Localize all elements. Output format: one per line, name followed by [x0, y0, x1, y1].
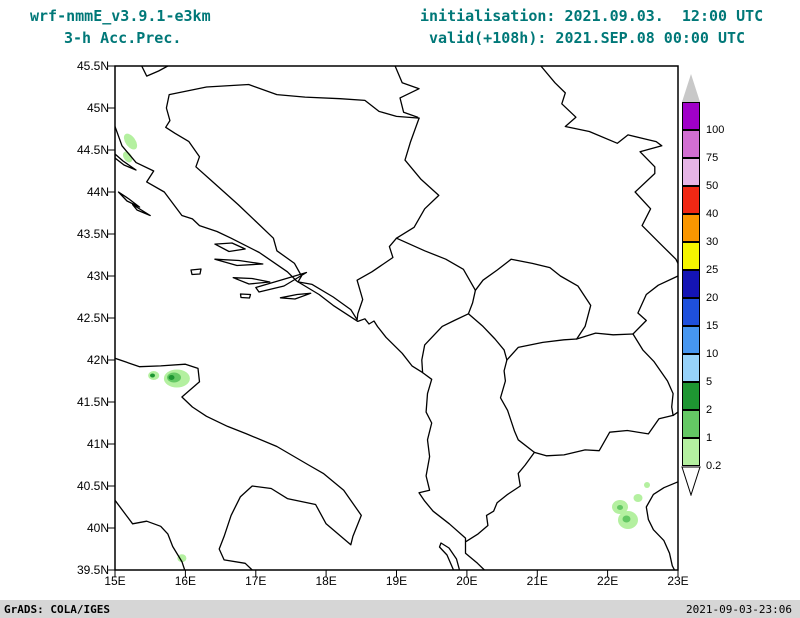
y-axis-label: 39.5N [76, 563, 109, 577]
y-axis: 45.5N 45N 44.5N 44N 43.5N 43N 42.5N 42N 41.5N 41N… [59, 60, 109, 576]
colorbar-segment [682, 214, 700, 242]
x-axis: 15E 16E 17E 18E 19E 20E 21E 22E 23E [95, 574, 698, 588]
border-greece-bulgaria [672, 411, 678, 417]
colorbar-label: 20 [706, 292, 719, 304]
colorbar [682, 102, 700, 466]
y-axis-label: 45N [86, 101, 109, 115]
colorbar-segment [682, 354, 700, 382]
border-macedonia-greece [533, 414, 674, 457]
colorbar-label: 75 [706, 152, 719, 164]
colorbar-label: 10 [706, 348, 719, 360]
colorbar-segment [682, 186, 700, 214]
colorbar-segment [682, 270, 700, 298]
x-axis-label: 21E [526, 574, 548, 588]
map-frame [114, 65, 679, 571]
border-macedonia-bulgaria [632, 333, 674, 417]
border-slovenia-croatia [141, 66, 169, 77]
coastline-italy-adriatic [115, 357, 362, 570]
y-axis-label: 43N [86, 269, 109, 283]
colorbar-label: 40 [706, 208, 719, 220]
colorbar-label: 30 [706, 236, 719, 248]
border-serbia-bulgaria-south [632, 275, 678, 335]
colorbar-label: 15 [706, 320, 719, 332]
coastline-italy-tyrrhenian [115, 499, 186, 570]
border-serbia-romania-bulgaria [540, 66, 678, 265]
colorbar-segment [682, 438, 700, 466]
y-axis-label: 40N [86, 521, 109, 535]
coastline-islands [115, 153, 461, 570]
x-axis-ticks [114, 570, 679, 577]
x-axis-label: 15E [104, 574, 126, 588]
y-axis-label: 42.5N [76, 311, 109, 325]
map-canvas [108, 65, 679, 577]
border-bosnia-serbia-drina [395, 117, 440, 239]
footer-bar: GrADS: COLA/IGES 2021-09-03-23:06 [0, 600, 800, 618]
y-axis-ticks [108, 65, 115, 571]
border-macedonia-albania [499, 359, 536, 454]
grads-credit: GrADS: COLA/IGES [4, 602, 110, 616]
border-croatia-bosnia-coastal [297, 281, 358, 321]
colorbar-segment [682, 102, 700, 130]
colorbar-bottom-arrow-icon [681, 466, 701, 496]
colorbar-label: 2 [706, 404, 713, 416]
x-axis-label: 20E [456, 574, 478, 588]
y-axis-label: 44.5N [76, 143, 109, 157]
colorbar-segment [682, 382, 700, 410]
colorbar-segment [682, 242, 700, 270]
border-kosovo-albania [467, 313, 508, 361]
colorbar-segment [682, 158, 700, 186]
colorbar-segment [682, 326, 700, 354]
x-axis-label: 22E [596, 574, 619, 588]
border-croatia-serbia [394, 66, 420, 118]
valid-time-label: valid(+108h): 2021.SEP.08 00:00 UTC [429, 29, 746, 47]
y-axis-label: 41.5N [76, 395, 109, 409]
colorbar-label: 100 [706, 124, 725, 136]
y-axis-label: 42N [86, 353, 109, 367]
y-axis-label: 44N [86, 185, 109, 199]
colorbar-segment [682, 298, 700, 326]
y-axis-label: 45.5N [76, 59, 109, 73]
colorbar-labels: 100 75 50 40 30 25 20 15 10 5 2 1 0.2 [706, 124, 724, 472]
coastline-greece-aegean [645, 481, 678, 570]
x-axis-label: 18E [315, 574, 337, 588]
border-croatia-bosnia [165, 83, 420, 283]
border-kosovo-serbia [474, 258, 592, 340]
colorbar-segment [682, 130, 700, 158]
y-axis-label: 43.5N [76, 227, 109, 241]
colorbar-segment [682, 410, 700, 438]
border-serbia-montenegro [395, 237, 477, 291]
colorbar-label: 25 [706, 264, 719, 276]
border-montenegro-kosovo [467, 289, 477, 315]
border-serbia-macedonia [576, 332, 634, 340]
colorbar-label: 5 [706, 376, 713, 388]
border-kosovo-macedonia [506, 338, 578, 361]
product-title: 3-h Acc.Prec. [64, 29, 182, 47]
x-axis-label: 19E [385, 574, 408, 588]
initialisation-time-label: initialisation: 2021.09.03. 12:00 UTC [420, 7, 764, 25]
coastline-adriatic-east [115, 125, 486, 570]
render-timestamp: 2021-09-03-23:06 [686, 602, 792, 616]
colorbar-label: 0.2 [706, 460, 722, 472]
x-axis-label: 17E [245, 574, 267, 588]
y-axis-label: 40.5N [76, 479, 109, 493]
y-axis-label: 41N [86, 437, 109, 451]
x-axis-label: 16E [174, 574, 197, 588]
border-montenegro-albania [421, 313, 470, 374]
border-bosnia-montenegro [356, 237, 398, 321]
colorbar-label: 50 [706, 180, 719, 192]
model-title: wrf-nmmE_v3.9.1-e3km [30, 7, 211, 25]
precip-blobs [122, 133, 650, 563]
border-albania-greece [465, 451, 536, 543]
colorbar-label: 1 [706, 432, 713, 444]
x-axis-label: 23E [667, 574, 689, 588]
